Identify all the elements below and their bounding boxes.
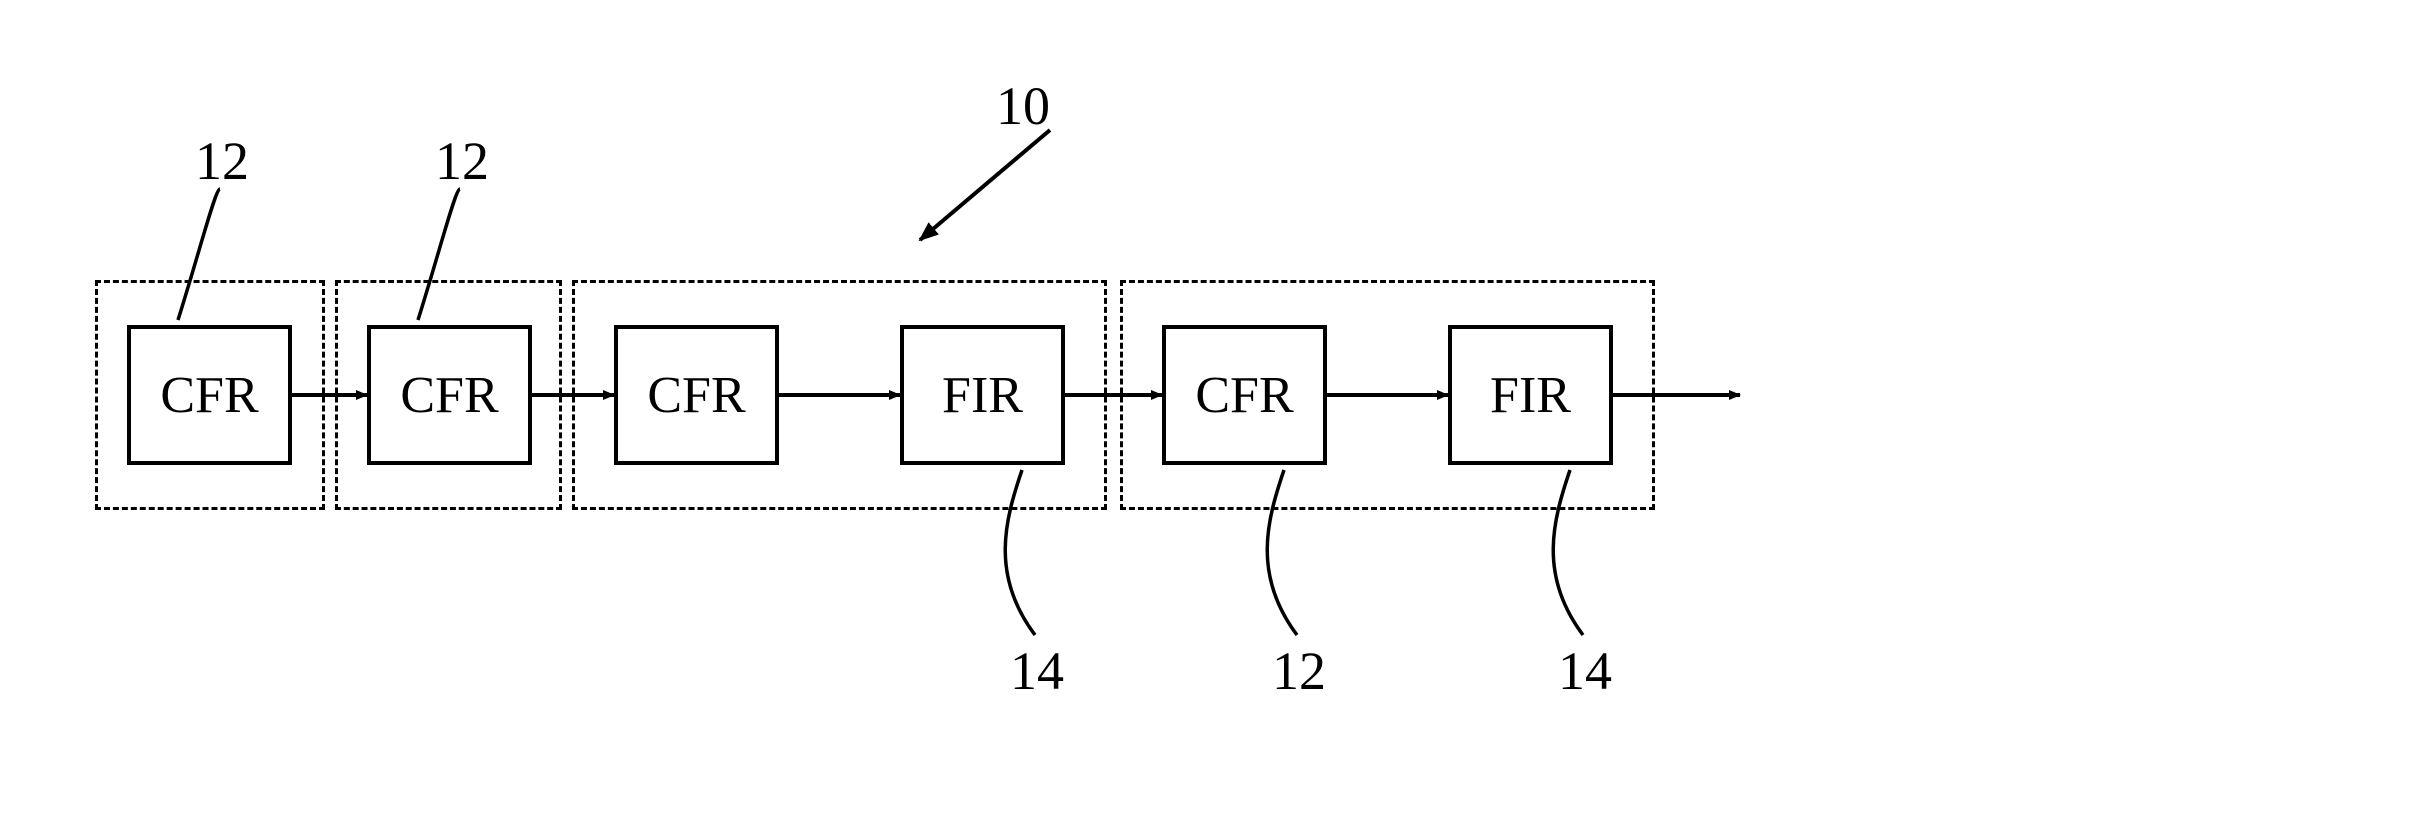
reference-label: 12 xyxy=(1272,640,1326,702)
block-cfr: CFR xyxy=(1162,325,1327,465)
block-label: CFR xyxy=(160,366,258,425)
reference-label: 10 xyxy=(996,75,1050,137)
reference-label: 14 xyxy=(1558,640,1612,702)
block-cfr: CFR xyxy=(367,325,532,465)
block-label: FIR xyxy=(1490,366,1571,425)
block-fir: FIR xyxy=(1448,325,1613,465)
block-cfr: CFR xyxy=(127,325,292,465)
diagram-stage: CFR CFR CFR FIR CFR FIR 10 12 12 14 12 14 xyxy=(0,0,2426,836)
block-label: CFR xyxy=(1195,366,1293,425)
block-label: CFR xyxy=(400,366,498,425)
block-fir: FIR xyxy=(900,325,1065,465)
reference-label: 12 xyxy=(435,130,489,192)
reference-arrow xyxy=(920,130,1050,240)
block-cfr: CFR xyxy=(614,325,779,465)
reference-label: 14 xyxy=(1010,640,1064,702)
reference-label: 12 xyxy=(195,130,249,192)
block-label: CFR xyxy=(647,366,745,425)
block-label: FIR xyxy=(942,366,1023,425)
